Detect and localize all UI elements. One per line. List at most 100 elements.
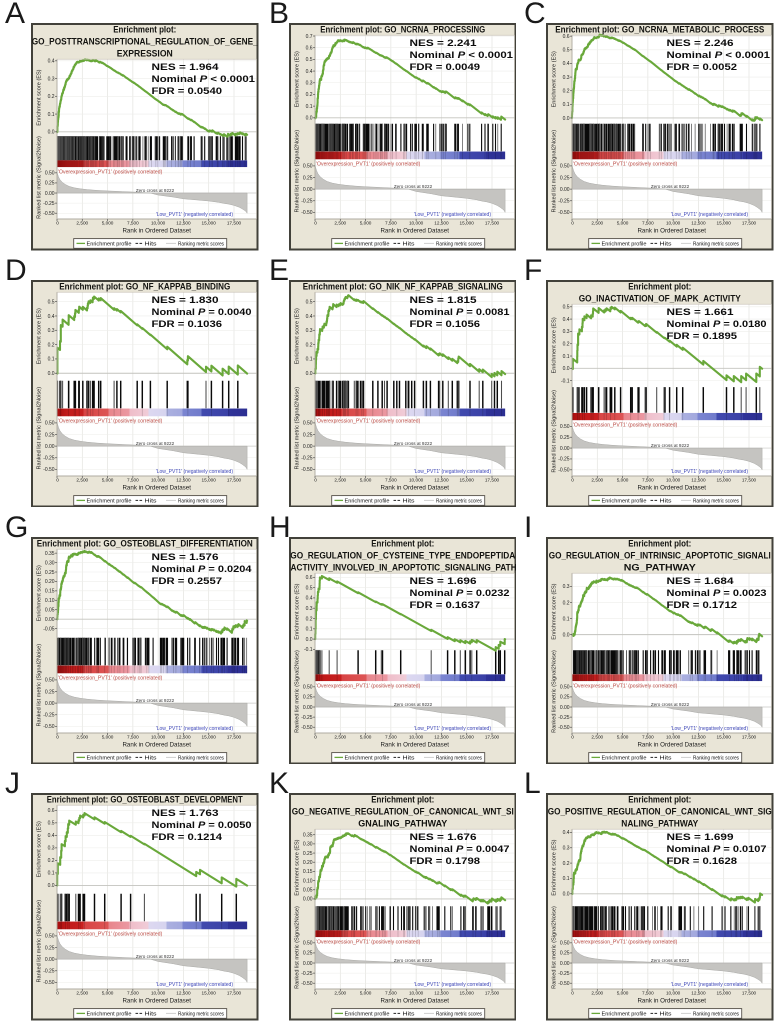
svg-text:0.6: 0.6	[563, 34, 570, 40]
svg-text:'Overexpression_PVT1' (positiv: 'Overexpression_PVT1' (positively correl…	[573, 683, 678, 689]
svg-text:0.0: 0.0	[563, 116, 570, 122]
svg-text:Ranking metric scores: Ranking metric scores	[436, 1012, 482, 1018]
svg-text:2,500: 2,500	[76, 991, 88, 996]
svg-text:-0.1: -0.1	[561, 378, 570, 384]
svg-text:0.3: 0.3	[563, 584, 570, 590]
svg-text:0.2: 0.2	[305, 342, 312, 348]
svg-text:17,500: 17,500	[484, 477, 499, 482]
svg-text:FDR = 0.1895: FDR = 0.1895	[667, 331, 738, 342]
svg-text:'Low_PVT1' (negatively correla: 'Low_PVT1' (negatively correlated)	[413, 983, 491, 989]
svg-text:FDR = 0.1798: FDR = 0.1798	[409, 857, 480, 868]
svg-text:Ranked list metric (Signal2Noi: Ranked list metric (Signal2Noise)	[552, 906, 558, 989]
svg-text:FDR = 0.1637: FDR = 0.1637	[409, 600, 480, 611]
svg-text:Zero cross at 9222: Zero cross at 9222	[393, 441, 432, 446]
svg-text:12,500: 12,500	[434, 221, 449, 226]
svg-text:17,500: 17,500	[484, 991, 499, 996]
svg-text:-0.25: -0.25	[43, 712, 55, 718]
svg-text:'Overexpression_PVT1' (positiv: 'Overexpression_PVT1' (positively correl…	[58, 675, 163, 681]
svg-text:0: 0	[56, 734, 59, 739]
svg-text:0.3: 0.3	[48, 328, 55, 334]
svg-text:17,500: 17,500	[742, 221, 757, 226]
svg-text:0.20: 0.20	[45, 579, 55, 585]
svg-text:'Low_PVT1' (negatively correla: 'Low_PVT1' (negatively correlated)	[156, 212, 234, 218]
svg-text:2,500: 2,500	[76, 221, 88, 226]
svg-text:5,000: 5,000	[617, 477, 629, 482]
svg-text:10,000: 10,000	[151, 734, 166, 739]
svg-text:17,500: 17,500	[227, 477, 242, 482]
svg-text:0.35: 0.35	[45, 551, 55, 557]
svg-text:12,500: 12,500	[434, 734, 449, 739]
svg-text:0.00: 0.00	[45, 617, 55, 623]
svg-text:0: 0	[314, 991, 317, 996]
svg-text:Enrichment plot:: Enrichment plot:	[628, 281, 691, 291]
svg-text:Rank in Ordered Dataset: Rank in Ordered Dataset	[122, 998, 191, 1005]
svg-text:7,500: 7,500	[384, 477, 396, 482]
svg-text:Enrichment score (ES): Enrichment score (ES)	[294, 308, 300, 364]
svg-text:Ranked list metric (Signal2Noi: Ranked list metric (Signal2Noise)	[37, 387, 43, 470]
svg-text:0.6: 0.6	[305, 46, 312, 52]
svg-text:0: 0	[571, 734, 574, 739]
svg-text:5,000: 5,000	[617, 221, 629, 226]
svg-text:0.00: 0.00	[302, 705, 312, 711]
svg-text:-0.50: -0.50	[301, 210, 313, 216]
svg-text:0.1: 0.1	[563, 877, 570, 883]
svg-text:'Low_PVT1' (negatively correla: 'Low_PVT1' (negatively correlated)	[671, 212, 749, 218]
svg-text:Ranking metric scores: Ranking metric scores	[693, 1012, 739, 1018]
svg-text:Rank in Ordered Dataset: Rank in Ordered Dataset	[380, 741, 449, 748]
svg-text:Enrichment profile: Enrichment profile	[87, 498, 132, 504]
svg-text:12,500: 12,500	[434, 991, 449, 996]
svg-text:NES = 1.684: NES = 1.684	[667, 576, 735, 587]
svg-text:'Overexpression_PVT1' (positiv: 'Overexpression_PVT1' (positively correl…	[58, 418, 163, 424]
svg-text:-0.50: -0.50	[558, 981, 570, 987]
svg-text:-0.25: -0.25	[301, 199, 313, 205]
svg-text:Hits: Hits	[402, 498, 414, 504]
svg-text:Nominal P = 0.0204: Nominal P = 0.0204	[152, 564, 253, 575]
svg-text:NES = 1.696: NES = 1.696	[409, 576, 476, 587]
svg-text:Zero cross at 9222: Zero cross at 9222	[136, 698, 175, 703]
svg-text:0.2: 0.2	[563, 600, 570, 606]
svg-text:0.00: 0.00	[45, 191, 55, 197]
svg-text:0.00: 0.00	[302, 187, 312, 193]
svg-text:0: 0	[314, 734, 317, 739]
svg-text:NALING_PATHWAY: NALING_PATHWAY	[621, 819, 698, 829]
svg-text:7,500: 7,500	[384, 734, 396, 739]
svg-text:0.5: 0.5	[305, 585, 312, 591]
svg-text:Nominal P = 0.0081: Nominal P = 0.0081	[409, 307, 510, 318]
svg-text:-0.50: -0.50	[301, 981, 313, 987]
svg-text:12,500: 12,500	[176, 477, 191, 482]
svg-text:Ranked list metric (Signal2Noi: Ranked list metric (Signal2Noise)	[294, 130, 300, 213]
svg-text:0.10: 0.10	[302, 879, 312, 885]
svg-text:Enrichment profile: Enrichment profile	[87, 242, 132, 248]
svg-text:Nominal P = 0.0232: Nominal P = 0.0232	[409, 588, 509, 599]
svg-text:0.5: 0.5	[563, 304, 570, 310]
svg-text:0.50: 0.50	[560, 164, 570, 170]
svg-text:15,000: 15,000	[717, 991, 732, 996]
svg-text:0.4: 0.4	[305, 314, 312, 320]
svg-text:Enrichment profile: Enrichment profile	[344, 498, 389, 504]
svg-text:0.25: 0.25	[45, 689, 55, 695]
svg-text:Zero cross at 9222: Zero cross at 9222	[651, 185, 690, 190]
svg-text:0: 0	[571, 991, 574, 996]
svg-text:NES = 1.815: NES = 1.815	[409, 295, 477, 306]
svg-text:NES = 1.661: NES = 1.661	[667, 307, 735, 318]
svg-text:NES = 2.241: NES = 2.241	[409, 38, 477, 49]
svg-text:0.3: 0.3	[305, 606, 312, 612]
svg-text:FDR = 0.1214: FDR = 0.1214	[152, 833, 223, 844]
svg-text:0.3: 0.3	[305, 328, 312, 334]
svg-text:7,500: 7,500	[384, 221, 396, 226]
svg-text:0.25: 0.25	[45, 432, 55, 438]
svg-text:0.1: 0.1	[305, 626, 312, 632]
svg-text:GNALING_PATHWAY: GNALING_PATHWAY	[358, 819, 447, 829]
svg-text:2,500: 2,500	[334, 734, 346, 739]
svg-text:Zero cross at 9222: Zero cross at 9222	[393, 702, 432, 707]
svg-text:Enrichment profile: Enrichment profile	[344, 242, 389, 248]
svg-text:0.10: 0.10	[45, 598, 55, 604]
svg-text:0.0: 0.0	[48, 130, 55, 136]
svg-text:0.0: 0.0	[563, 632, 570, 638]
svg-text:7,500: 7,500	[642, 477, 654, 482]
svg-text:Enrichment plot: GO_NCRNA_META: Enrichment plot: GO_NCRNA_METABOLIC_PROC…	[555, 25, 764, 35]
svg-text:2,500: 2,500	[591, 477, 603, 482]
svg-text:0.00: 0.00	[560, 446, 570, 452]
svg-text:0.25: 0.25	[45, 570, 55, 576]
svg-text:0.00: 0.00	[302, 897, 312, 903]
